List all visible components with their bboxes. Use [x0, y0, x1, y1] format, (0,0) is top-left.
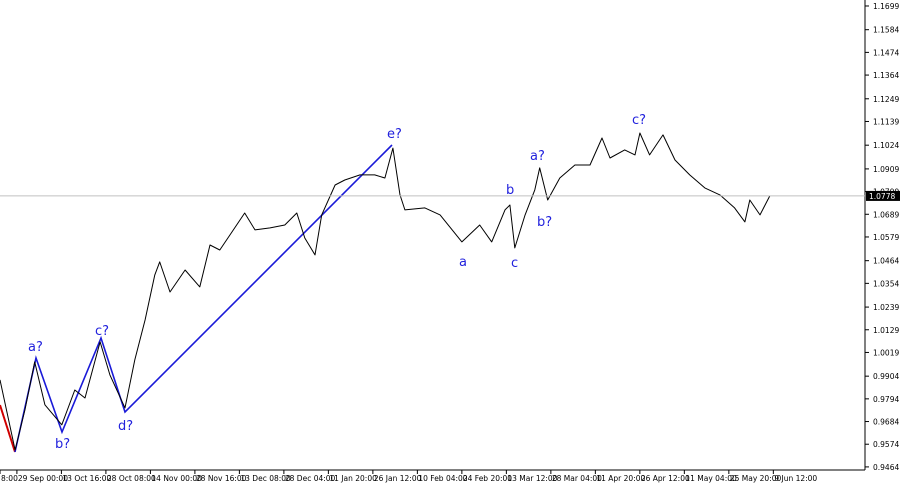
- x-tick-label: 28 Dec 04:00: [285, 474, 336, 483]
- wave-label: b: [506, 183, 514, 198]
- x-tick-label: 9 Jun 12:00: [774, 474, 817, 483]
- x-tick-label: 11 Apr 20:00: [596, 474, 645, 483]
- x-tick-label: 25 May 20:00: [730, 474, 782, 483]
- y-tick-label: 1.0689: [873, 210, 899, 219]
- y-tick-label: 1.1699: [873, 2, 899, 11]
- y-tick-label: 1.0239: [873, 303, 899, 312]
- x-tick-label: 26 Apr 12:00: [641, 474, 690, 483]
- wave-label: e?: [387, 127, 402, 142]
- y-tick-label: 1.0129: [873, 326, 899, 335]
- x-tick-label: 29 Sep 00:00: [18, 474, 68, 483]
- wave-label: d?: [118, 419, 133, 434]
- wave-label: c?: [632, 113, 646, 128]
- y-tick-label: 1.0579: [873, 233, 899, 242]
- current-price-box: [866, 190, 900, 201]
- y-tick-label: 0.9574: [873, 440, 899, 449]
- x-tick-label: 8:00: [1, 474, 18, 483]
- y-tick-label: 1.0019: [873, 348, 899, 357]
- y-tick-label: 1.1584: [873, 26, 899, 35]
- wave-label: c?: [95, 324, 109, 339]
- wave-label: a?: [28, 340, 43, 355]
- y-tick-label: 0.9464: [873, 463, 899, 472]
- wave-label: c: [511, 256, 518, 271]
- y-tick-label: 0.9904: [873, 372, 899, 381]
- wave-label: a?: [530, 149, 545, 164]
- y-tick-label: 1.1139: [873, 117, 899, 126]
- wave-label: b?: [537, 215, 552, 230]
- x-tick-label: 28 Oct 08:00: [107, 474, 156, 483]
- y-tick-label: 1.1364: [873, 71, 899, 80]
- x-tick-label: 13 Oct 16:00: [62, 474, 111, 483]
- wave-line-red: [0, 404, 16, 453]
- x-tick-label: 14 Nov 00:00: [151, 474, 202, 483]
- y-tick-label: 1.0354: [873, 279, 899, 288]
- x-tick-label: 11 Jan 20:00: [329, 474, 377, 483]
- x-tick-label: 28 Nov 16:00: [196, 474, 247, 483]
- y-tick-label: 1.1024: [873, 141, 899, 150]
- y-tick-label: 1.0909: [873, 165, 899, 174]
- x-tick-label: 24 Feb 20:00: [463, 474, 512, 483]
- y-tick-label: 1.0464: [873, 257, 899, 266]
- x-tick-label: 13 Mar 12:00: [507, 474, 557, 483]
- x-tick-label: 11 May 04:00: [685, 474, 737, 483]
- y-tick-label: 1.1474: [873, 48, 899, 57]
- x-tick-label: 26 Jan 12:00: [374, 474, 422, 483]
- price-line: [0, 132, 771, 451]
- x-tick-label: 13 Dec 08:00: [240, 474, 291, 483]
- x-tick-label: 28 Mar 04:00: [552, 474, 602, 483]
- current-price-label: 1.0778: [869, 192, 895, 201]
- y-tick-label: 0.9794: [873, 395, 899, 404]
- y-tick-label: 1.1249: [873, 95, 899, 104]
- y-tick-label: 0.9684: [873, 418, 899, 427]
- wave-label: a: [459, 255, 467, 270]
- x-tick-label: 10 Feb 04:00: [418, 474, 467, 483]
- wave-label: b?: [55, 437, 70, 452]
